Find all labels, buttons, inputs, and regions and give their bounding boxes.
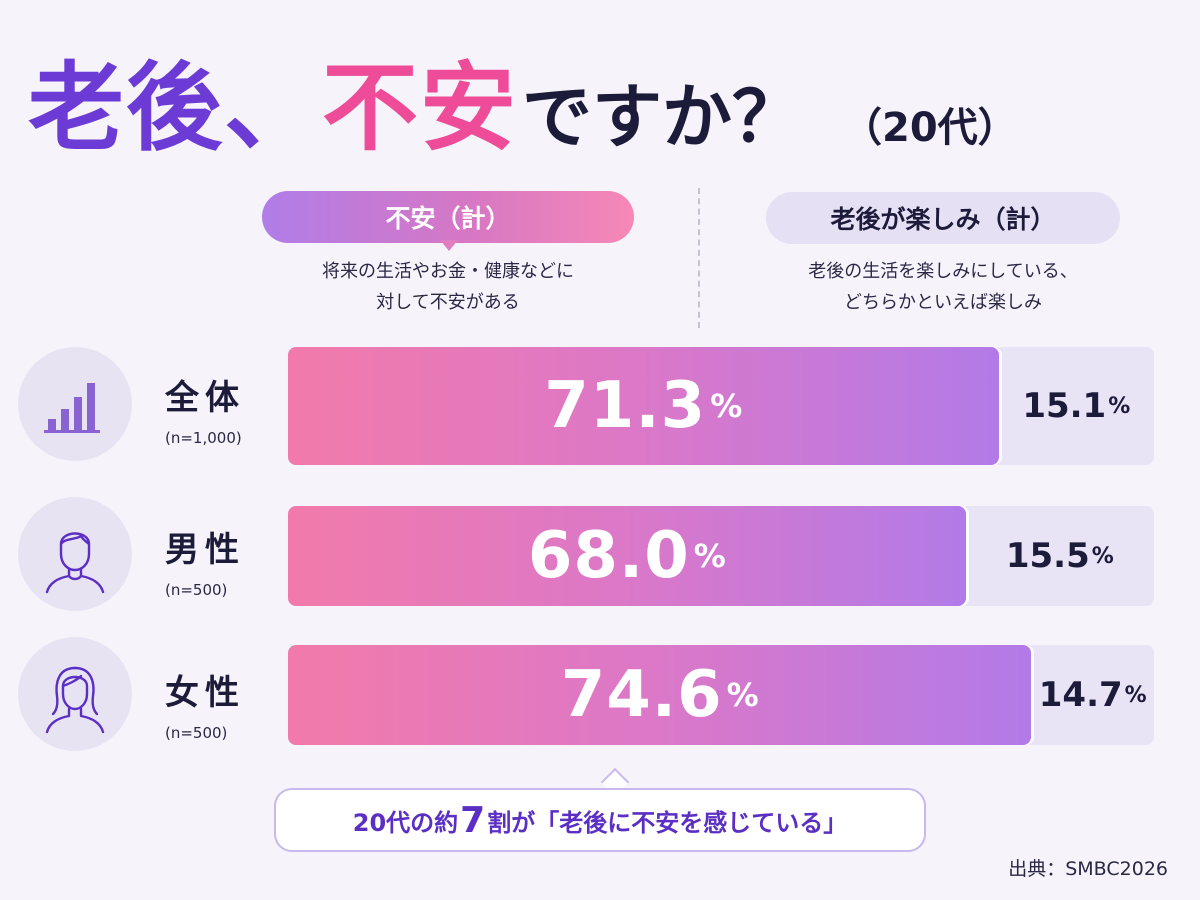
callout-text-before: 20代の約 bbox=[352, 808, 459, 837]
header-anxious-desc-line2: 対して不安がある bbox=[376, 292, 520, 313]
row-sample-size: (n=1,000) bbox=[165, 429, 242, 447]
bar-track-female: 74.6% 14.7% bbox=[288, 645, 1154, 745]
value-label-anxious-total: 71.3 bbox=[544, 369, 707, 443]
row-label-text: 男性 bbox=[165, 530, 245, 570]
header-enjoy-desc-line2: どちらかといえば楽しみ bbox=[844, 292, 1042, 313]
title-age-group: （20代） bbox=[842, 105, 1018, 151]
woman-icon bbox=[45, 666, 105, 734]
row-label-text: 全体 bbox=[165, 378, 245, 418]
bar-anxious-total: 71.3% bbox=[288, 347, 999, 465]
percent-sign: % bbox=[726, 676, 759, 714]
value-label-anxious-male: 68.0 bbox=[527, 519, 690, 593]
value-label-enjoy-total: 15.1 bbox=[1022, 386, 1107, 426]
value-label-enjoy-male: 15.5 bbox=[1005, 536, 1090, 576]
value-label-anxious-female: 74.6 bbox=[560, 658, 723, 732]
row-label-total: 全体 (n=1,000) bbox=[165, 370, 245, 447]
segment-enjoy-male: 15.5% bbox=[966, 506, 1154, 606]
percent-sign: % bbox=[693, 537, 726, 575]
value-label-enjoy-female: 14.7 bbox=[1038, 675, 1123, 715]
percent-sign: % bbox=[1091, 543, 1114, 569]
title-part-rougo: 老後、 bbox=[28, 52, 322, 164]
title-part-desuka: ですか？ bbox=[522, 76, 802, 158]
bar-track-total: 71.3% 15.1% bbox=[288, 347, 1154, 465]
row-icon-circle-female bbox=[18, 637, 132, 751]
row-sample-size: (n=500) bbox=[165, 581, 228, 599]
header-anxious-description: 将来の生活やお金・健康などに 対して不安がある bbox=[262, 256, 634, 318]
row-label-male: 男性 (n=500) bbox=[165, 522, 245, 599]
segment-enjoy-total: 15.1% bbox=[999, 347, 1154, 465]
callout-highlight-number: 7 bbox=[460, 799, 486, 841]
row-sample-size: (n=500) bbox=[165, 724, 228, 742]
header-anxious-desc-line1: 将来の生活やお金・健康などに bbox=[322, 261, 574, 282]
row-icon-circle-total bbox=[18, 347, 132, 461]
bar-anxious-female: 74.6% bbox=[288, 645, 1032, 745]
percent-sign: % bbox=[1124, 682, 1147, 708]
title-part-fuan: 不安 bbox=[322, 52, 518, 164]
row-icon-circle-male bbox=[18, 497, 132, 611]
bar-track-male: 68.0% 15.5% bbox=[288, 506, 1154, 606]
bar-chart-icon bbox=[44, 383, 100, 433]
header-anxious-pointer bbox=[440, 240, 458, 251]
header-enjoy-description: 老後の生活を楽しみにしている、 どちらかといえば楽しみ bbox=[766, 256, 1120, 318]
summary-callout: 20代の約 7 割が「老後に不安を感じている」 bbox=[274, 788, 926, 852]
header-divider bbox=[698, 188, 700, 328]
header-enjoy-desc-line1: 老後の生活を楽しみにしている、 bbox=[808, 261, 1078, 282]
row-label-text: 女性 bbox=[165, 673, 245, 713]
percent-sign: % bbox=[710, 387, 743, 425]
header-anxious-pill: 不安（計） bbox=[262, 191, 634, 243]
header-enjoy-pill: 老後が楽しみ（計） bbox=[766, 192, 1120, 244]
percent-sign: % bbox=[1108, 393, 1131, 419]
segment-enjoy-female: 14.7% bbox=[1031, 645, 1154, 745]
bar-anxious-male: 68.0% bbox=[288, 506, 966, 606]
source-credit: 出典：SMBC2026 bbox=[1008, 858, 1168, 880]
page-title: 老後、 不安 ですか？ （20代） bbox=[28, 30, 1018, 169]
row-label-female: 女性 (n=500) bbox=[165, 665, 245, 742]
callout-text-after: 割が「老後に不安を感じている」 bbox=[487, 808, 848, 837]
man-icon bbox=[45, 532, 105, 594]
